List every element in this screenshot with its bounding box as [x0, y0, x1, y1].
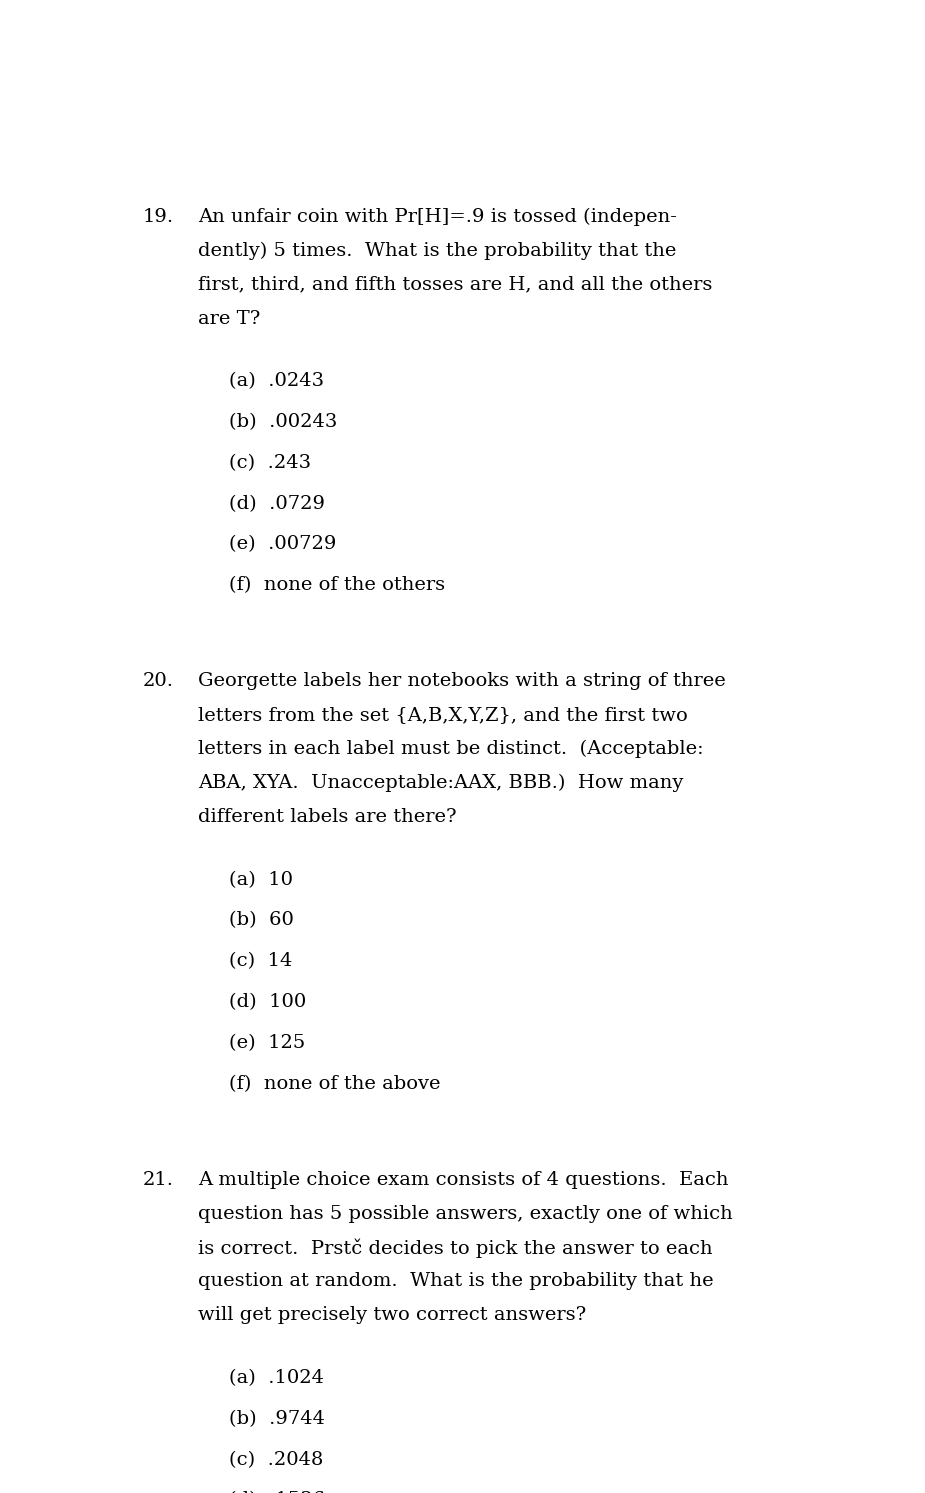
- Text: (f)  none of the others: (f) none of the others: [228, 576, 445, 594]
- Text: (f)  none of the above: (f) none of the above: [228, 1075, 440, 1093]
- Text: 20.: 20.: [142, 672, 174, 690]
- Text: letters from the set {A,B,X,Y,Z}, and the first two: letters from the set {A,B,X,Y,Z}, and th…: [198, 706, 688, 724]
- Text: different labels are there?: different labels are there?: [198, 808, 457, 826]
- Text: (c)  .2048: (c) .2048: [228, 1451, 323, 1469]
- Text: An unfair coin with Pr[H]=.9 is tossed (indepen-: An unfair coin with Pr[H]=.9 is tossed (…: [198, 208, 677, 225]
- Text: (d)  100: (d) 100: [228, 993, 306, 1011]
- Text: 19.: 19.: [142, 208, 174, 225]
- Text: A multiple choice exam consists of 4 questions.  Each: A multiple choice exam consists of 4 que…: [198, 1171, 729, 1188]
- Text: (e)  125: (e) 125: [228, 1033, 305, 1053]
- Text: 21.: 21.: [142, 1171, 174, 1188]
- Text: letters in each label must be distinct.  (Acceptable:: letters in each label must be distinct. …: [198, 741, 704, 758]
- Text: (b)  .00243: (b) .00243: [228, 414, 338, 431]
- Text: (b)  60: (b) 60: [228, 911, 294, 930]
- Text: ABA, XYA.  Unacceptable:AAX, BBB.)  How many: ABA, XYA. Unacceptable:AAX, BBB.) How ma…: [198, 773, 684, 793]
- Text: (d)  .1536: (d) .1536: [228, 1492, 325, 1493]
- Text: (b)  .9744: (b) .9744: [228, 1409, 325, 1427]
- Text: question at random.  What is the probability that he: question at random. What is the probabil…: [198, 1272, 714, 1290]
- Text: (d)  .0729: (d) .0729: [228, 494, 325, 512]
- Text: (c)  .243: (c) .243: [228, 454, 311, 472]
- Text: question has 5 possible answers, exactly one of which: question has 5 possible answers, exactly…: [198, 1205, 733, 1223]
- Text: first, third, and fifth tosses are H, and all the others: first, third, and fifth tosses are H, an…: [198, 276, 712, 294]
- Text: Georgette labels her notebooks with a string of three: Georgette labels her notebooks with a st…: [198, 672, 726, 690]
- Text: (a)  .1024: (a) .1024: [228, 1369, 324, 1387]
- Text: will get precisely two correct answers?: will get precisely two correct answers?: [198, 1306, 586, 1324]
- Text: is correct.  Prstč decides to pick the answer to each: is correct. Prstč decides to pick the a…: [198, 1239, 712, 1259]
- Text: (a)  .0243: (a) .0243: [228, 372, 324, 390]
- Text: dently) 5 times.  What is the probability that the: dently) 5 times. What is the probability…: [198, 242, 676, 260]
- Text: are T?: are T?: [198, 309, 261, 327]
- Text: (c)  14: (c) 14: [228, 953, 292, 970]
- Text: (a)  10: (a) 10: [228, 870, 293, 888]
- Text: (e)  .00729: (e) .00729: [228, 536, 337, 554]
